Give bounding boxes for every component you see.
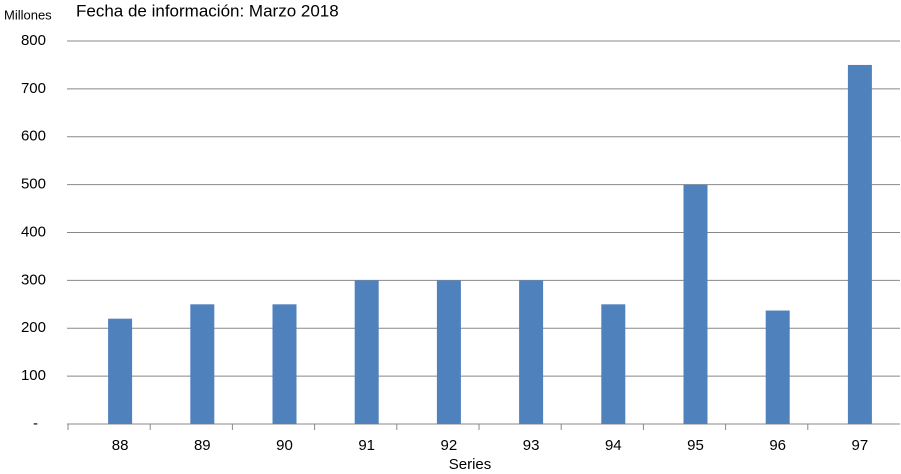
x-tick-label: 94 (605, 437, 622, 454)
y-tick-label: 600 (21, 128, 46, 145)
x-tick-label: 90 (276, 437, 293, 454)
x-axis-label: Series (449, 456, 492, 473)
y-tick-label: 500 (21, 176, 46, 193)
y-tick-label: 100 (21, 367, 46, 384)
y-tick-label: - (33, 415, 38, 432)
x-tick-label: 89 (194, 437, 211, 454)
y-tick-label: 300 (21, 271, 46, 288)
x-tick-label: 96 (769, 437, 786, 454)
bar (765, 310, 790, 424)
x-tick-label: 92 (441, 437, 458, 454)
bar (190, 304, 215, 424)
bar (847, 64, 872, 424)
bar (683, 184, 708, 424)
bar (519, 280, 544, 424)
bar (272, 304, 297, 424)
x-tick-label: 91 (358, 437, 375, 454)
y-axis-label: Millones (4, 7, 52, 22)
y-tick-label: 700 (21, 80, 46, 97)
x-tick-label: 97 (852, 437, 869, 454)
bar (354, 280, 379, 424)
y-tick-label: 400 (21, 223, 46, 240)
y-tick-label: 800 (21, 32, 46, 49)
bar (601, 304, 626, 424)
bar (436, 280, 461, 424)
x-tick-label: 95 (687, 437, 704, 454)
chart-title: Fecha de información: Marzo 2018 (76, 1, 339, 20)
bar (108, 318, 133, 424)
y-tick-label: 200 (21, 319, 46, 336)
x-tick-label: 88 (112, 437, 129, 454)
x-tick-label: 93 (523, 437, 540, 454)
